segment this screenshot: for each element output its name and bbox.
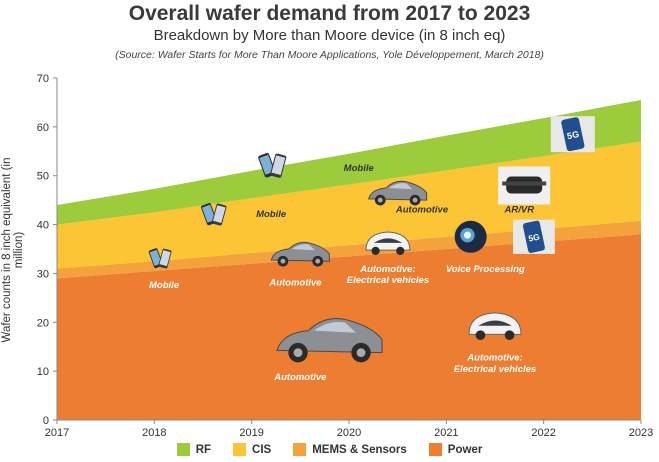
y-tick-label: 0 [43, 415, 49, 427]
y-tick-label: 70 [37, 73, 49, 85]
y-tick-label: 30 [37, 268, 49, 280]
annotation-label: Voice Processing [446, 264, 525, 275]
legend-item-rf: RF [176, 443, 212, 456]
legend-swatch [293, 443, 307, 456]
annotation-label: Electrical vehicles [347, 275, 429, 286]
y-tick-label: 10 [37, 366, 49, 378]
annotation-label: AR/VR [504, 204, 535, 215]
area-rf [57, 99, 641, 225]
y-tick-label: 50 [37, 171, 49, 183]
car-icon [270, 241, 330, 267]
chart-title: Overall wafer demand from 2017 to 2023 [128, 2, 531, 25]
legend-label: RF [195, 443, 212, 456]
annotation-label: Automotive [395, 204, 449, 215]
chart-subtitle: Breakdown by More than Moore device (in … [153, 27, 506, 44]
legend: RF CIS MEMS & Sensors Power [0, 443, 659, 456]
annotation-label: Electrical vehicles [454, 364, 536, 375]
svg-text:5G: 5G [566, 129, 580, 141]
car-icon [368, 180, 428, 206]
x-tick-label: 2023 [629, 427, 653, 439]
legend-label: MEMS & Sensors [312, 443, 407, 456]
ev-car-icon [365, 231, 411, 256]
legend-label: CIS [252, 443, 272, 456]
ev-car-icon [468, 312, 522, 341]
area-cis [57, 141, 641, 269]
annotation-label: Mobile [149, 280, 180, 291]
x-tick-label: 2017 [45, 427, 69, 439]
legend-swatch [233, 443, 247, 456]
annotation-label: Automotive: [359, 264, 415, 275]
svg-text:5G: 5G [527, 231, 541, 243]
smartphone-icon [258, 152, 287, 178]
legend-item-cis: CIS [233, 443, 271, 456]
y-tick-label: 40 [37, 220, 49, 232]
annotation-label: Automotive [273, 372, 327, 383]
area-mems-sensors [57, 220, 641, 279]
smartphone-icon [201, 203, 227, 226]
y-tick-label: 20 [37, 317, 49, 329]
annotation-label: Automotive [268, 278, 322, 289]
chart-source: (Source: Wafer Starts for More Than Moor… [115, 49, 544, 61]
legend-item-power: Power [428, 443, 483, 456]
car-icon [276, 318, 383, 363]
y-tick-label: 60 [37, 122, 49, 134]
legend-swatch [176, 443, 190, 456]
x-tick-label: 2021 [434, 427, 458, 439]
5g-phone-icon: 5G [513, 219, 555, 254]
legend-label: Power [447, 443, 483, 456]
annotation-label: Mobile [344, 163, 375, 174]
legend-swatch [428, 443, 442, 456]
smartphone-icon [148, 248, 172, 269]
x-tick-label: 2019 [239, 427, 263, 439]
legend-item-mems-sensors: MEMS & Sensors [293, 443, 407, 456]
5g-phone-icon: 5G [550, 116, 595, 153]
vr-headset-icon [498, 166, 551, 205]
annotation-label: Mobile [256, 209, 287, 220]
voice-icon [454, 220, 487, 253]
x-tick-label: 2020 [337, 427, 361, 439]
annotation-label: Automotive: [466, 352, 522, 363]
x-tick-label: 2022 [531, 427, 555, 439]
x-tick-label: 2018 [142, 427, 166, 439]
